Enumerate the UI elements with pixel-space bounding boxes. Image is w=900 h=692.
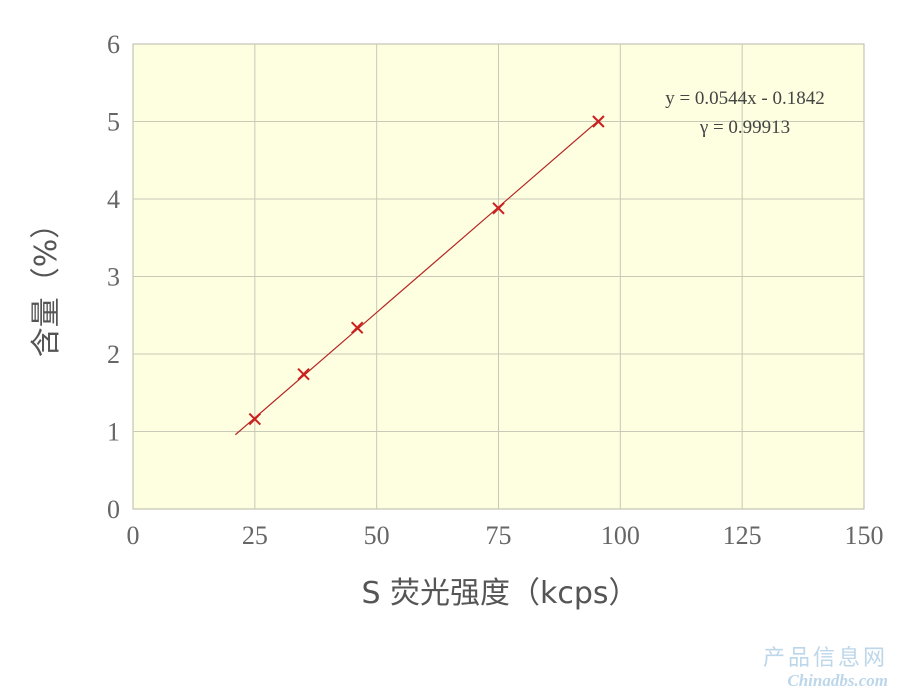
correlation-annotation: γ = 0.99913 — [699, 117, 790, 138]
data-point — [248, 412, 262, 426]
y-axis-label: 含量（%） — [29, 209, 64, 358]
data-points — [248, 115, 605, 426]
watermark-text: 产品信息网 — [763, 646, 888, 671]
x-axis-label: S 荧光强度（kcps） — [361, 576, 638, 611]
x-tick-label: 25 — [242, 521, 268, 550]
axis-ticks: 0 25 50 75 100 125 150 0 1 2 3 4 5 6 — [107, 30, 884, 550]
y-tick-label: 3 — [107, 263, 120, 292]
y-tick-label: 6 — [107, 30, 120, 59]
y-tick-label: 2 — [107, 340, 120, 369]
y-tick-label: 0 — [107, 495, 120, 524]
data-point — [592, 115, 605, 128]
y-tick-label: 5 — [107, 108, 120, 137]
x-tick-label: 50 — [364, 521, 390, 550]
x-tick-label: 125 — [723, 521, 762, 550]
grid — [133, 44, 864, 509]
watermark-url: Chinadbs.com — [787, 671, 888, 690]
x-tick-label: 100 — [601, 521, 640, 550]
y-tick-label: 4 — [107, 185, 120, 214]
x-tick-label: 75 — [486, 521, 512, 550]
x-tick-label: 0 — [127, 521, 140, 550]
x-tick-label: 150 — [845, 521, 884, 550]
regression-line — [234, 120, 599, 436]
y-tick-label: 1 — [107, 418, 120, 447]
data-point — [297, 367, 310, 381]
data-point — [492, 202, 505, 215]
equation-annotation: y = 0.0544x - 0.1842 — [665, 88, 825, 109]
data-point — [350, 321, 364, 334]
